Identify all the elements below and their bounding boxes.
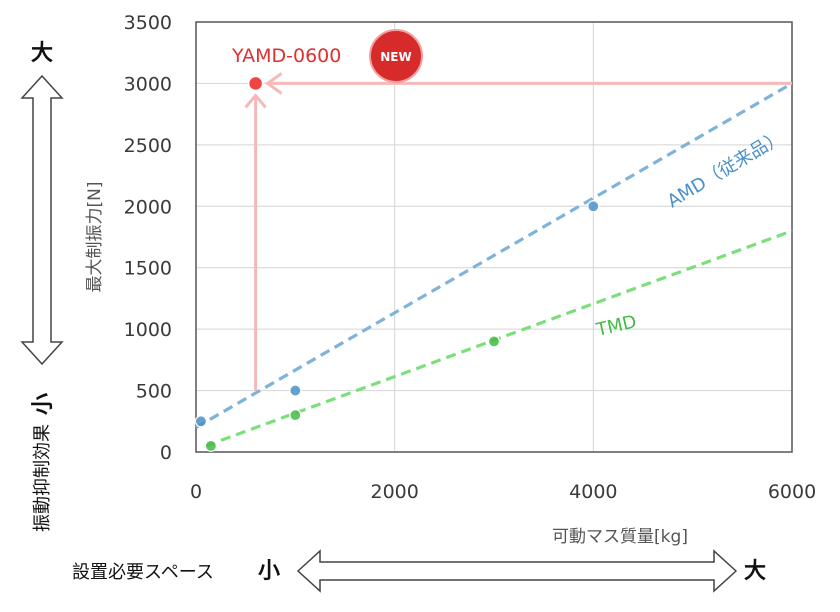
highlight-horizontal-arrowhead <box>265 72 283 95</box>
plot-area <box>196 22 792 452</box>
highlight-point <box>247 75 264 92</box>
x-tick-label: 0 <box>190 481 202 503</box>
y-tick-label: 0 <box>160 442 172 464</box>
y-tick-label: 3500 <box>124 12 172 34</box>
y-tick-label: 500 <box>136 381 172 403</box>
horizontal-right-label: 大 <box>744 559 766 584</box>
x-tick-label: 6000 <box>768 481 816 503</box>
x-tick-label: 2000 <box>370 481 418 503</box>
highlight-vertical-arrowhead <box>244 93 267 109</box>
grid-vertical <box>394 22 594 452</box>
vertical-double-arrow <box>20 74 64 366</box>
y-tick-label: 2000 <box>124 196 172 218</box>
y-axis-title: 最大制振力[N] <box>85 182 105 293</box>
data-point-0 <box>194 415 208 428</box>
x-axis-title: 可動マス質量[kg] <box>552 527 688 547</box>
trend-line-0 <box>195 82 793 429</box>
new-badge-text: NEW <box>380 50 411 64</box>
y-tick-label: 1500 <box>124 258 172 280</box>
y-tick-labels: 0 500 1000 1500 2000 2500 3000 3500 <box>124 12 172 464</box>
data-point-0 <box>289 384 302 397</box>
y-tick-label: 3000 <box>124 73 172 95</box>
vertical-bottom-label: 小 <box>31 393 56 415</box>
highlight-group: YAMD-0600 NEW <box>231 29 792 391</box>
vertical-axis-caption: 振動抑制効果 <box>32 424 53 532</box>
data-points <box>194 200 600 452</box>
y-tick-label: 1000 <box>124 319 172 341</box>
data-point-1 <box>204 439 217 452</box>
product-label: YAMD-0600 <box>231 45 341 67</box>
horizontal-left-label: 小 <box>258 559 280 584</box>
x-tick-label: 4000 <box>569 481 617 503</box>
data-point-0 <box>587 200 600 213</box>
vertical-top-label: 大 <box>31 41 53 66</box>
data-point-1 <box>487 335 501 348</box>
x-tick-labels: 0 2000 4000 6000 <box>190 481 816 503</box>
horizontal-double-arrow <box>296 549 738 593</box>
data-point-1 <box>289 409 302 422</box>
new-badge <box>369 29 423 83</box>
plot-frame <box>195 21 793 453</box>
horizontal-axis-caption: 設置必要スペース <box>72 562 214 583</box>
y-tick-label: 2500 <box>124 135 172 157</box>
